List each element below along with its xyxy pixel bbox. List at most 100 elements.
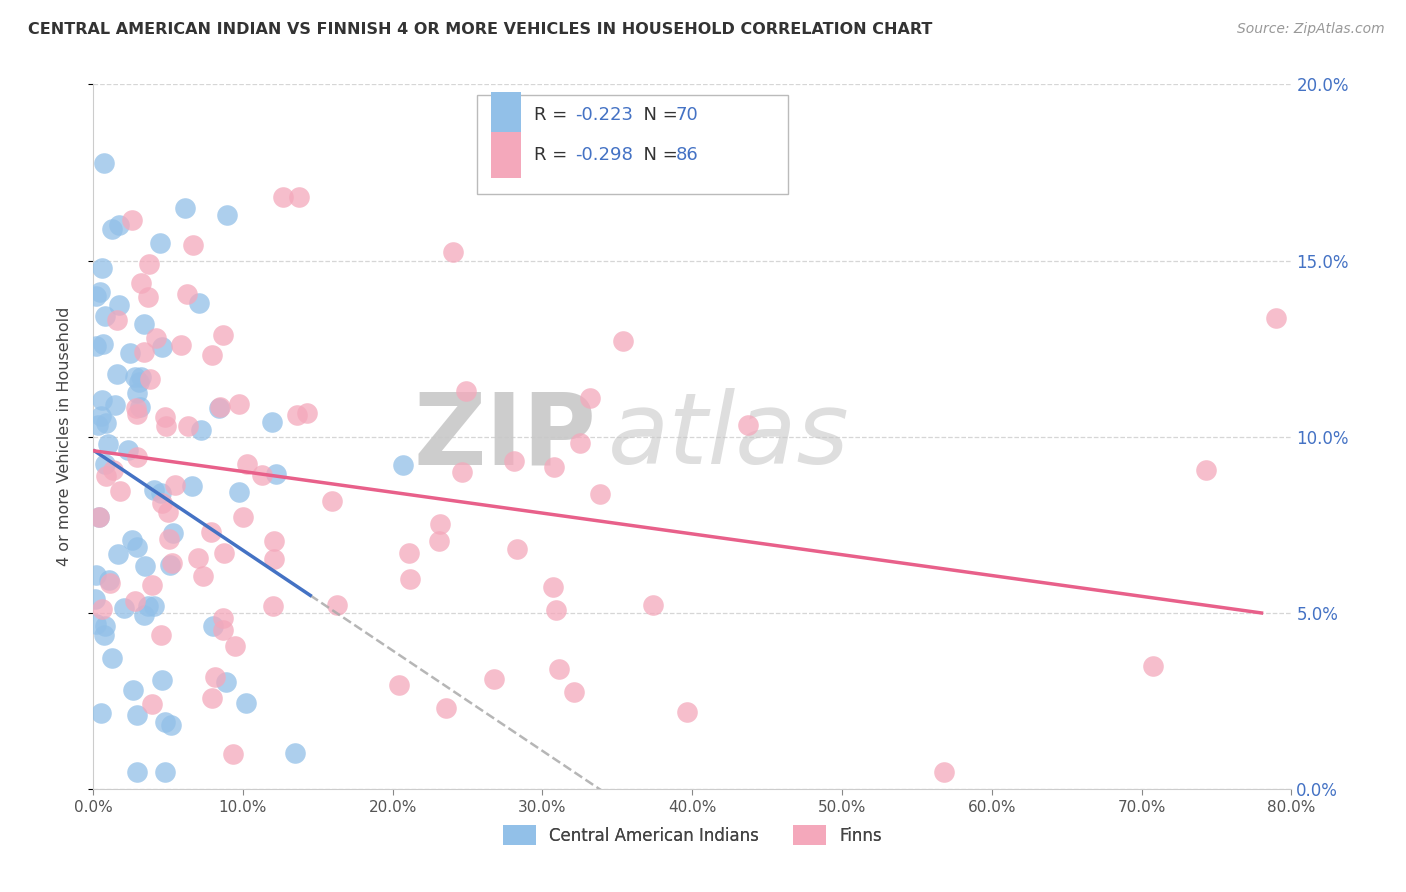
Point [94, 417, 117, 431]
Point [89, 285, 111, 300]
Point [451, 466, 474, 480]
Point [264, 467, 287, 482]
Point [387, 678, 409, 692]
Point [579, 391, 602, 405]
Point [222, 747, 245, 761]
Point [1142, 659, 1164, 673]
Point [138, 290, 160, 304]
Point [89, 510, 111, 524]
Point [427, 533, 450, 548]
Point [94, 309, 117, 323]
Bar [477, 95, 789, 194]
Point [392, 458, 415, 472]
Point [90, 602, 112, 616]
Text: atlas: atlas [609, 388, 851, 485]
Point [543, 580, 565, 594]
Point [543, 459, 565, 474]
Point [260, 415, 283, 429]
Point [200, 525, 222, 540]
Text: -0.223: -0.223 [575, 106, 633, 124]
Point [160, 557, 183, 571]
Text: R =: R = [534, 106, 574, 124]
Point [159, 558, 181, 572]
Point [138, 599, 160, 614]
Point [214, 674, 236, 689]
Point [84, 617, 107, 632]
Point [399, 572, 422, 586]
Point [94, 458, 117, 472]
Point [89, 510, 111, 524]
Point [93, 337, 115, 351]
Point [103, 463, 125, 477]
Text: N =: N = [633, 106, 683, 124]
Point [138, 257, 160, 271]
Point [107, 547, 129, 561]
Point [612, 334, 634, 348]
Point [208, 401, 231, 415]
Point [105, 368, 128, 382]
Text: ZIP: ZIP [413, 388, 596, 485]
Point [84, 339, 107, 353]
Point [212, 611, 235, 625]
Point [676, 705, 699, 719]
Point [228, 485, 250, 500]
Point [150, 628, 173, 642]
Point [128, 375, 150, 389]
Point [160, 718, 183, 732]
Point [84, 288, 107, 302]
Point [110, 484, 132, 499]
Legend: Central American Indians, Finns: Central American Indians, Finns [496, 819, 889, 851]
Point [142, 483, 165, 497]
Point [134, 558, 156, 573]
Point [155, 418, 177, 433]
Bar [491, 132, 520, 178]
Point [105, 313, 128, 327]
Point [1265, 311, 1288, 326]
Point [157, 532, 180, 546]
Point [97, 573, 120, 587]
Text: 70: 70 [675, 106, 699, 124]
Point [90, 261, 112, 276]
Point [1195, 462, 1218, 476]
Point [263, 551, 285, 566]
Point [398, 546, 420, 560]
Point [737, 417, 759, 432]
Point [287, 190, 309, 204]
Point [273, 190, 295, 204]
Point [156, 505, 179, 519]
Point [149, 236, 172, 251]
Point [287, 409, 309, 423]
Y-axis label: 4 or more Vehicles in Household: 4 or more Vehicles in Household [58, 307, 72, 566]
Point [506, 541, 529, 556]
Point [321, 494, 343, 508]
Point [108, 298, 131, 312]
Point [502, 454, 524, 468]
Point [100, 576, 122, 591]
Point [150, 340, 173, 354]
Point [588, 487, 610, 501]
Point [224, 640, 246, 654]
Point [934, 764, 956, 779]
Point [232, 509, 254, 524]
Point [180, 478, 202, 492]
Point [163, 477, 186, 491]
Point [101, 651, 124, 665]
Point [89, 706, 111, 721]
Point [139, 372, 162, 386]
Point [125, 386, 148, 401]
Point [124, 370, 146, 384]
Point [125, 401, 148, 416]
Point [150, 496, 173, 510]
Point [145, 331, 167, 345]
Point [228, 396, 250, 410]
Point [456, 384, 478, 398]
Point [217, 208, 239, 222]
Point [124, 594, 146, 608]
Point [190, 423, 212, 437]
Point [326, 598, 349, 612]
Point [569, 435, 592, 450]
Point [202, 619, 225, 633]
Text: 86: 86 [675, 146, 699, 164]
Point [112, 601, 135, 615]
Text: R =: R = [534, 146, 574, 164]
